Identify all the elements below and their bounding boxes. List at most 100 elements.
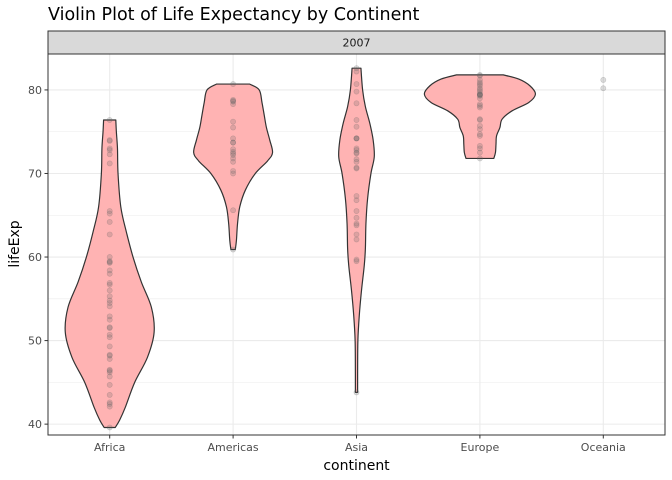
data-point-europe <box>476 79 483 86</box>
data-point-europe <box>476 117 483 123</box>
data-point-africa <box>106 254 113 260</box>
data-point-africa <box>106 297 113 304</box>
data-point-europe <box>476 91 483 98</box>
data-point-africa <box>106 137 113 143</box>
data-point-europe <box>476 91 483 98</box>
violin-europe <box>423 74 537 160</box>
data-point-africa <box>106 334 113 341</box>
data-point-africa <box>106 351 113 358</box>
data-point-asia <box>353 65 360 72</box>
data-point-europe <box>476 92 483 99</box>
data-point-europe <box>476 95 483 102</box>
data-point-europe <box>476 88 483 95</box>
data-point-africa <box>106 293 113 300</box>
data-point-americas <box>230 170 236 177</box>
data-point-asia <box>353 197 360 204</box>
facet-label: 2007 <box>343 37 371 50</box>
y-axis-ticks: 40 50 60 70 80 <box>28 84 48 431</box>
data-point-europe <box>476 92 483 98</box>
data-point-europe <box>476 145 483 152</box>
x-tick-label-oceania: Oceania <box>581 441 626 454</box>
data-point-africa <box>106 147 113 153</box>
data-point-africa <box>106 313 113 320</box>
chart-title: Violin Plot of Life Expectancy by Contin… <box>48 5 419 25</box>
data-point-africa <box>106 259 113 266</box>
data-point-africa <box>106 403 113 410</box>
y-tick-label: 80 <box>28 84 42 97</box>
data-point-africa <box>106 300 113 306</box>
data-point-oceania <box>600 85 607 92</box>
y-tick-label: 40 <box>28 418 42 431</box>
data-point-europe <box>476 116 483 123</box>
data-point-africa <box>106 325 113 331</box>
data-point-americas <box>230 97 236 104</box>
data-point-americas <box>230 98 236 105</box>
data-point-asia <box>353 158 360 165</box>
y-tick-label: 70 <box>28 167 42 180</box>
data-point-africa <box>106 151 113 158</box>
data-point-asia <box>353 81 360 87</box>
data-point-africa <box>106 399 113 406</box>
data-point-americas <box>230 168 236 174</box>
data-point-americas <box>230 124 236 131</box>
data-point-europe <box>476 82 483 89</box>
data-point-africa <box>106 280 113 286</box>
data-point-asia <box>353 156 360 163</box>
data-point-asia <box>353 222 360 229</box>
data-point-americas <box>230 118 236 125</box>
x-tick-label-europe: Europe <box>461 441 500 454</box>
data-point-africa <box>106 219 113 225</box>
data-point-americas <box>230 139 236 146</box>
data-point-africa <box>106 343 113 350</box>
data-point-asia <box>353 145 360 152</box>
data-point-americas <box>230 139 236 146</box>
data-point-americas <box>230 148 236 155</box>
data-point-americas <box>230 155 236 162</box>
data-point-asia <box>353 236 360 243</box>
y-tick-label: 60 <box>28 251 42 264</box>
data-point-asia <box>353 88 360 95</box>
data-point-africa <box>106 117 113 123</box>
data-point-americas <box>230 81 236 87</box>
data-point-africa <box>106 366 113 373</box>
x-axis-ticks: Africa Americas Asia Europe Oceania <box>94 435 626 454</box>
data-point-africa <box>106 331 113 338</box>
data-point-europe <box>476 122 483 129</box>
data-point-africa <box>106 287 113 294</box>
data-point-europe <box>476 104 483 111</box>
violin-asia <box>338 67 375 393</box>
x-tick-label-americas: Americas <box>208 441 259 454</box>
data-point-africa <box>106 401 113 407</box>
data-point-asia <box>353 220 360 227</box>
data-point-africa <box>106 303 113 310</box>
data-point-asia <box>353 117 360 123</box>
data-point-americas <box>230 150 236 157</box>
data-point-europe <box>476 72 483 79</box>
data-point-americas <box>230 207 236 214</box>
data-point-europe <box>476 71 483 78</box>
data-point-europe <box>476 149 483 156</box>
data-point-asia <box>353 147 360 153</box>
data-point-asia <box>353 135 360 142</box>
data-point-americas <box>230 152 236 158</box>
data-point-europe <box>476 132 483 139</box>
data-point-asia <box>353 135 360 142</box>
data-point-asia <box>353 208 360 214</box>
data-point-africa <box>106 373 113 380</box>
data-point-asia <box>353 214 360 221</box>
data-point-europe <box>476 143 483 149</box>
data-point-europe <box>476 77 483 83</box>
data-point-africa <box>106 145 113 152</box>
data-point-africa <box>106 231 113 238</box>
data-point-europe <box>476 85 483 92</box>
data-point-asia <box>353 164 360 171</box>
data-point-europe <box>476 92 483 98</box>
data-point-asia <box>353 123 360 130</box>
x-tick-label-africa: Africa <box>94 441 125 454</box>
data-point-asia <box>353 135 360 142</box>
data-point-africa <box>106 316 113 323</box>
data-point-africa <box>106 267 113 274</box>
data-point-africa <box>106 259 113 265</box>
data-point-europe <box>476 126 483 133</box>
